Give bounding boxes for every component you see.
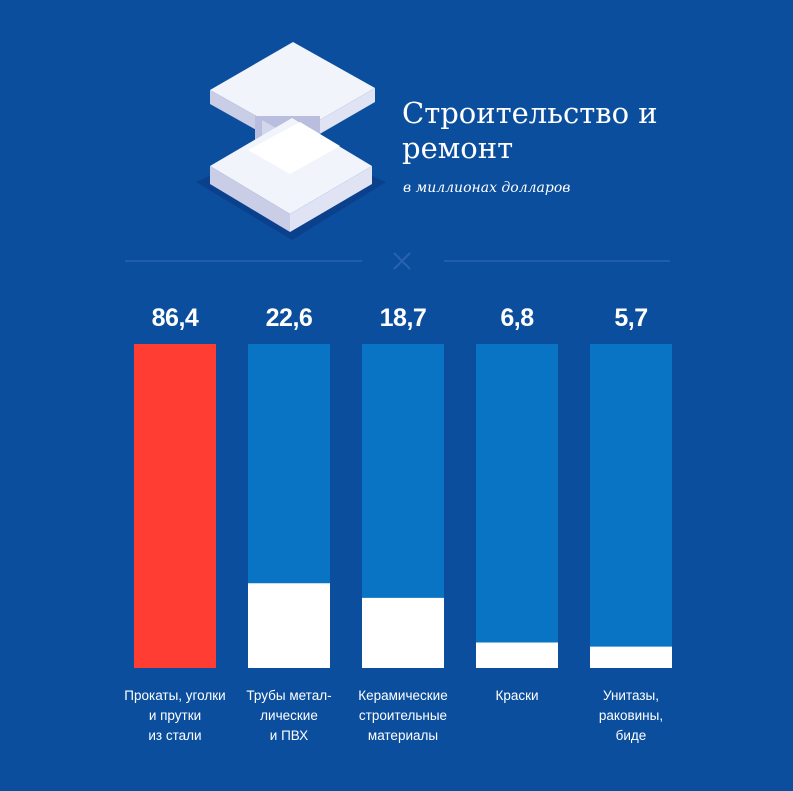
- bars-layer: [134, 344, 672, 668]
- bar-value-label: 6,8: [500, 304, 534, 332]
- bar-value-label: 5,7: [614, 304, 648, 332]
- category-label: Керамические строительные материалы: [358, 688, 448, 743]
- bar-value: [590, 646, 672, 668]
- steel-i-beam-icon: [196, 42, 386, 240]
- section-divider: [125, 252, 670, 270]
- bar-value: [476, 642, 558, 668]
- category-label: Краски: [495, 688, 539, 703]
- bar-value-label: 18,7: [379, 304, 427, 332]
- bar-value-label: 22,6: [265, 304, 313, 332]
- chart-title: Строительство и ремонт: [402, 96, 658, 165]
- category-label: Унитазы, раковины, биде: [598, 688, 664, 743]
- chart-subtitle: в миллионах долларов: [403, 180, 571, 196]
- bar-value: [362, 597, 444, 668]
- bar-track: [134, 344, 216, 668]
- bar-track: [590, 344, 672, 668]
- bar-track: [476, 344, 558, 668]
- bar-value: [248, 583, 330, 668]
- bar-value-label: 86,4: [151, 304, 199, 332]
- category-label: Трубы метал- лические и ПВХ: [246, 688, 332, 743]
- category-label: Прокаты, уголки и прутки из стали: [124, 688, 226, 743]
